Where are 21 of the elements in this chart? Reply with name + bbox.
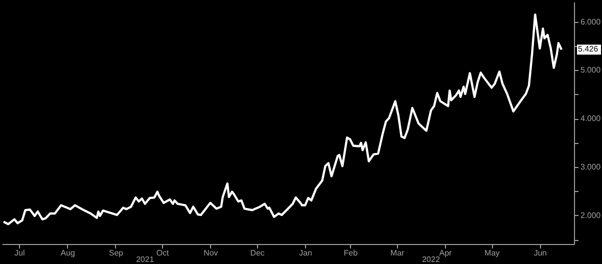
text: 2022: [422, 255, 440, 264]
x-tick-label: Aug: [60, 248, 75, 258]
y-tick-label: 5.000: [580, 66, 602, 75]
x-tick-label: Apr: [439, 248, 452, 258]
y-tick-label: 6.000: [580, 17, 602, 26]
x-tick-label: Feb: [344, 248, 358, 258]
x-tick-label: Jul: [14, 248, 25, 258]
line-series: [2, 13, 563, 226]
x-tick-label: May: [484, 248, 500, 258]
x-tick-label: Dec: [250, 248, 265, 258]
annotation: 5.426: [578, 44, 599, 54]
x-tick-label: Sep: [108, 248, 124, 258]
text: 2021: [136, 255, 154, 264]
y-tick-label: 4.000: [580, 114, 602, 124]
x-tick-label: Nov: [204, 248, 218, 258]
x-tick-label: Jun: [534, 248, 547, 258]
x-tick-label: Jan: [299, 248, 312, 258]
y-tick-label: 3.000: [580, 162, 602, 172]
x-tick-label: Mar: [390, 248, 405, 258]
x-tick-label: Oct: [156, 248, 170, 258]
y-tick-label: 2.000: [580, 210, 602, 220]
